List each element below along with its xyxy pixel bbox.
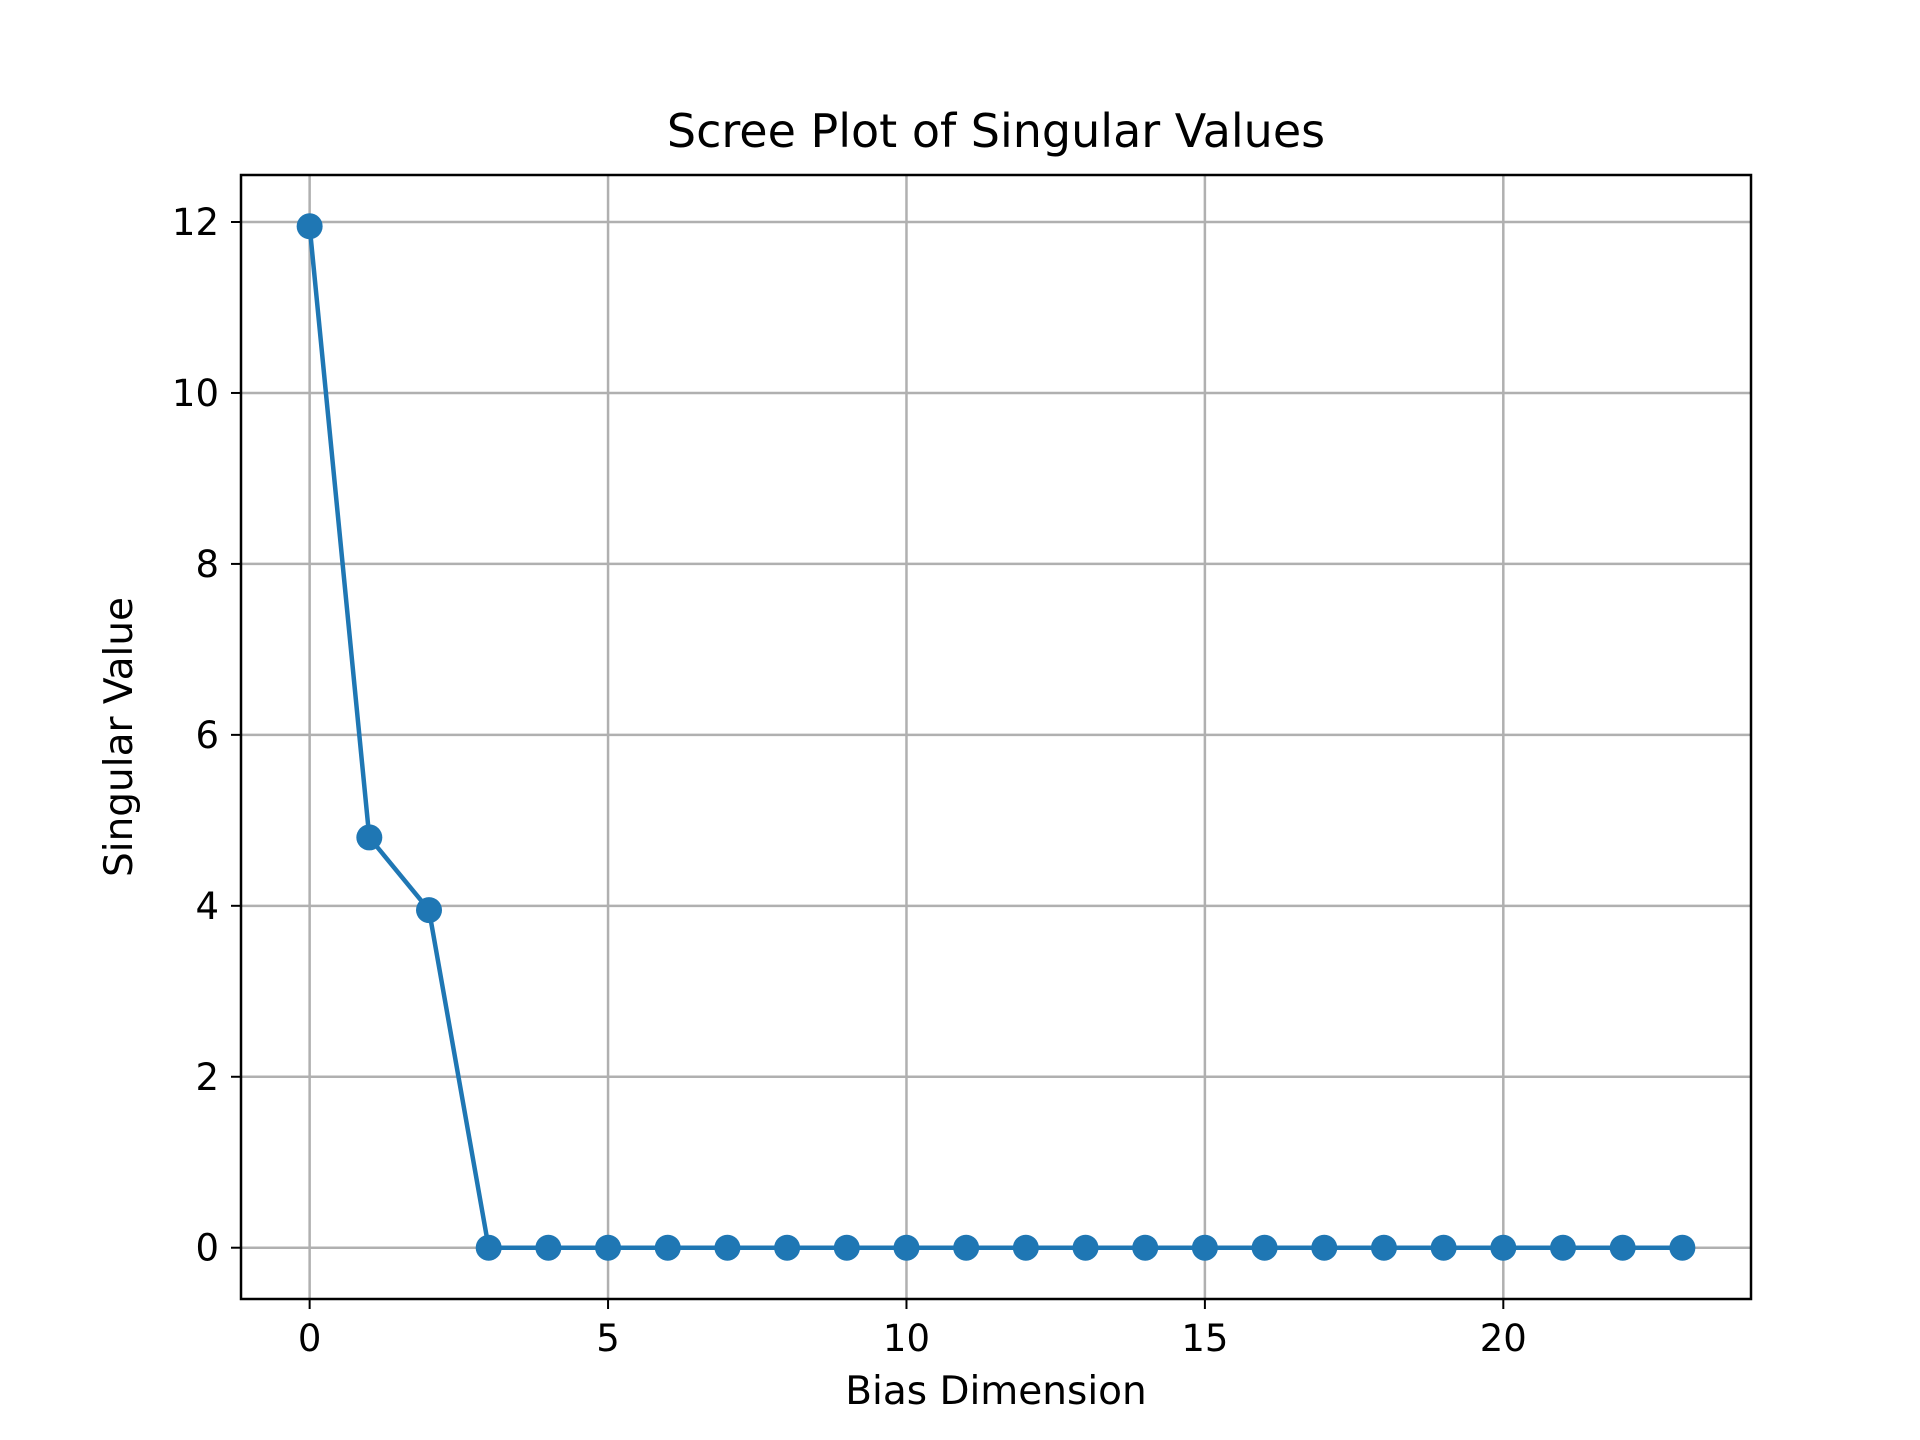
series-line	[296, 213, 1696, 1261]
data-point	[1669, 1234, 1696, 1261]
data-point	[953, 1234, 980, 1261]
y-tick-label: 0	[195, 1227, 219, 1270]
data-point	[356, 824, 383, 851]
data-point	[1072, 1234, 1099, 1261]
y-tick-label: 2	[195, 1056, 219, 1099]
data-point	[1549, 1234, 1576, 1261]
data-point	[1430, 1234, 1457, 1261]
data-point	[1490, 1234, 1517, 1261]
data-point	[535, 1234, 562, 1261]
x-tick-label: 0	[298, 1317, 322, 1360]
x-tick-label: 20	[1480, 1317, 1527, 1360]
data-point	[714, 1234, 741, 1261]
y-tick-label: 6	[195, 714, 219, 757]
x-tick-label: 5	[596, 1317, 620, 1360]
chart-title: Scree Plot of Singular Values	[667, 104, 1325, 158]
data-point	[833, 1234, 860, 1261]
data-point	[1609, 1234, 1636, 1261]
y-tick-label: 4	[195, 885, 219, 928]
y-tick-label: 8	[195, 543, 219, 586]
data-point	[1191, 1234, 1218, 1261]
y-tick-label: 10	[172, 372, 219, 415]
data-point	[1012, 1234, 1039, 1261]
plot-area-frame	[239, 173, 1753, 1301]
axis-ticks: 0 5 10 15 20 0 2 4 6 8 10 12	[172, 201, 1527, 1360]
data-point	[595, 1234, 622, 1261]
data-point	[893, 1234, 920, 1261]
series-polyline	[307, 226, 1683, 1250]
y-axis-label: Singular Value	[97, 597, 142, 877]
data-point	[1370, 1234, 1397, 1261]
x-tick-label: 15	[1181, 1317, 1228, 1360]
data-point	[1251, 1234, 1278, 1261]
data-point	[475, 1234, 502, 1261]
data-point	[774, 1234, 801, 1261]
data-point	[1132, 1234, 1159, 1261]
data-point	[654, 1234, 681, 1261]
data-point	[1311, 1234, 1338, 1261]
data-point	[296, 213, 323, 240]
data-point	[416, 897, 443, 924]
x-tick-label: 10	[883, 1317, 930, 1360]
y-tick-label: 12	[172, 201, 219, 244]
x-axis-label: Bias Dimension	[845, 1369, 1147, 1414]
